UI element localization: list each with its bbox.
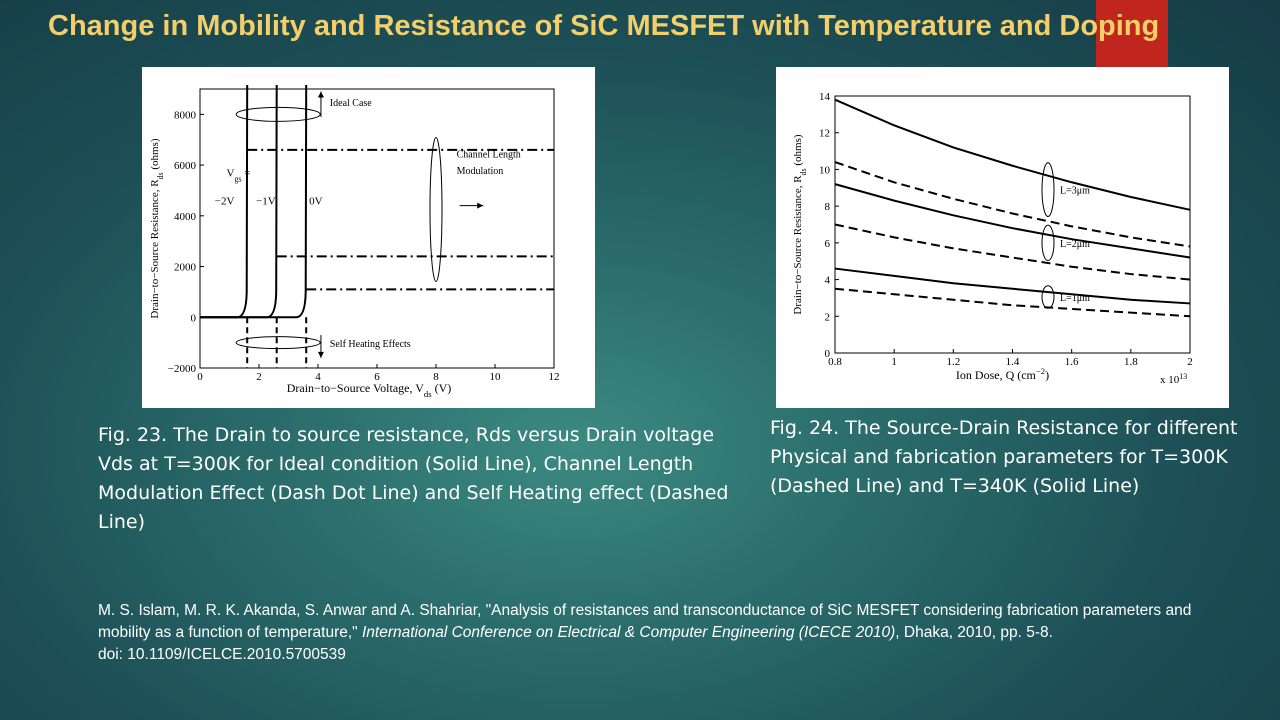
y-tick-label: 14	[819, 91, 831, 103]
y-tick-label: 4	[825, 275, 831, 287]
plot-frame	[199, 88, 555, 369]
group-ellipse	[1041, 162, 1055, 217]
ideal-ellipse	[235, 106, 321, 122]
group-ellipse	[1041, 224, 1055, 262]
figure-24-caption: Fig. 24. The Source-Drain Resistance for…	[770, 417, 1238, 497]
slide-title: Change in Mobility and Resistance of SiC…	[48, 10, 1160, 42]
clm-arrowhead	[477, 202, 484, 209]
ideal-annotation: Ideal Case	[330, 98, 372, 109]
reference-location-pages: , Dhaka, 2010, pp. 5-8.	[895, 624, 1053, 641]
x-tick-label: 1.6	[1065, 356, 1079, 368]
x-tick-label: 0.8	[828, 356, 842, 368]
x-tick-label: 1	[891, 356, 897, 368]
y-tick-label: 6000	[174, 160, 197, 172]
y-tick-label: −2000	[168, 363, 197, 375]
y-tick-label: 2	[825, 311, 831, 323]
y-tick-label: 0	[825, 348, 831, 360]
y-tick-label: 6	[825, 238, 831, 250]
y-tick-label: 8	[825, 201, 831, 213]
x-tick-label: 2	[1187, 356, 1193, 368]
reference-venue: International Conference on Electrical &…	[361, 624, 896, 641]
y-axis-label: Drain−to−Source Resistance, Rds (ohms)	[792, 134, 808, 314]
x-tick-label: 8	[433, 371, 439, 383]
self-heating-annotation: Self Heating Effects	[330, 339, 411, 350]
vgs-value-label: −1V	[256, 195, 276, 207]
y-axis-label: Drain−to−Source Resistance, Rds (ohms)	[149, 138, 165, 318]
y-tick-label: 2000	[174, 262, 197, 274]
reference-block: M. S. Islam, M. R. K. Akanda, S. Anwar a…	[98, 600, 1208, 666]
plot-frame	[834, 95, 1191, 354]
y-tick-label: 12	[819, 128, 830, 140]
x-tick-label: 1.8	[1124, 356, 1138, 368]
clm-annotation-line1: Channel Length	[457, 149, 521, 160]
vgs-value-label: 0V	[309, 195, 323, 207]
series-line-300k	[834, 161, 1191, 248]
x-tick-label: 12	[549, 371, 560, 383]
figure-23-chart: 0 2 4 6 8 10 12−200002000400060008000Drain−to−…	[149, 84, 560, 399]
group-label: L=2μm	[1060, 239, 1090, 250]
series-line-300k	[834, 223, 1191, 281]
figure-24-chart: 0.8 1 1.2 1.4 1.6 1.8 2 0 2 4 6 8 10 12 14 Ion Dose, Q …	[792, 91, 1193, 387]
x-tick-label: 2	[256, 371, 262, 383]
clm-ellipse	[429, 136, 443, 282]
y-tick-label: 8000	[174, 109, 197, 121]
self-heating-ellipse	[235, 336, 321, 350]
clm-annotation-line2: Modulation	[457, 166, 504, 177]
series-line-340k	[834, 267, 1191, 305]
x-tick-label: 6	[374, 371, 380, 383]
x-axis-label: Drain−to−Source Voltage, Vds (V)	[287, 381, 452, 399]
series-line-300k	[834, 287, 1191, 318]
y-tick-label: 0	[191, 312, 197, 324]
x-tick-label: 1.2	[946, 356, 960, 368]
y-tick-label: 4000	[174, 211, 197, 223]
x-tick-label: 0	[197, 371, 203, 383]
series-line-340k	[834, 98, 1191, 211]
accent-bar	[1096, 0, 1168, 67]
x-axis-label: Ion Dose, Q (cm−2)	[956, 366, 1049, 382]
group-label: L=1μm	[1060, 293, 1090, 304]
x-axis-multiplier: x 1013	[1160, 372, 1187, 387]
reference-authors-title: M. S. Islam, M. R. K. Akanda, S. Anwar a…	[98, 602, 1192, 641]
series-line-340k	[834, 183, 1191, 259]
ideal-curve	[200, 84, 308, 319]
self-heating-arrowhead	[317, 351, 324, 358]
figure-23-caption: Fig. 23. The Drain to source resistance,…	[98, 424, 729, 533]
group-label: L=3μm	[1060, 186, 1090, 197]
x-tick-label: 1.4	[1006, 356, 1020, 368]
vgs-label: Vgs =	[227, 168, 251, 184]
reference-doi: doi: 10.1109/ICELCE.2010.5700539	[98, 646, 346, 663]
y-tick-label: 10	[819, 164, 831, 176]
figure-23-panel: 0 2 4 6 8 10 12 −2000 0 2000 4000 6000 8000 Drain−to−…	[142, 67, 595, 408]
x-tick-label: 10	[490, 371, 502, 383]
ideal-arrowhead	[317, 91, 324, 98]
vgs-value-label: −2V	[215, 195, 235, 207]
group-ellipse	[1041, 285, 1055, 309]
x-tick-label: 4	[315, 371, 321, 383]
figure-24-panel: 0.8 1 1.2 1.4 1.6 1.8 2 0 2 4 6 8 10 12 14 Ion Dose, Q …	[776, 67, 1229, 408]
